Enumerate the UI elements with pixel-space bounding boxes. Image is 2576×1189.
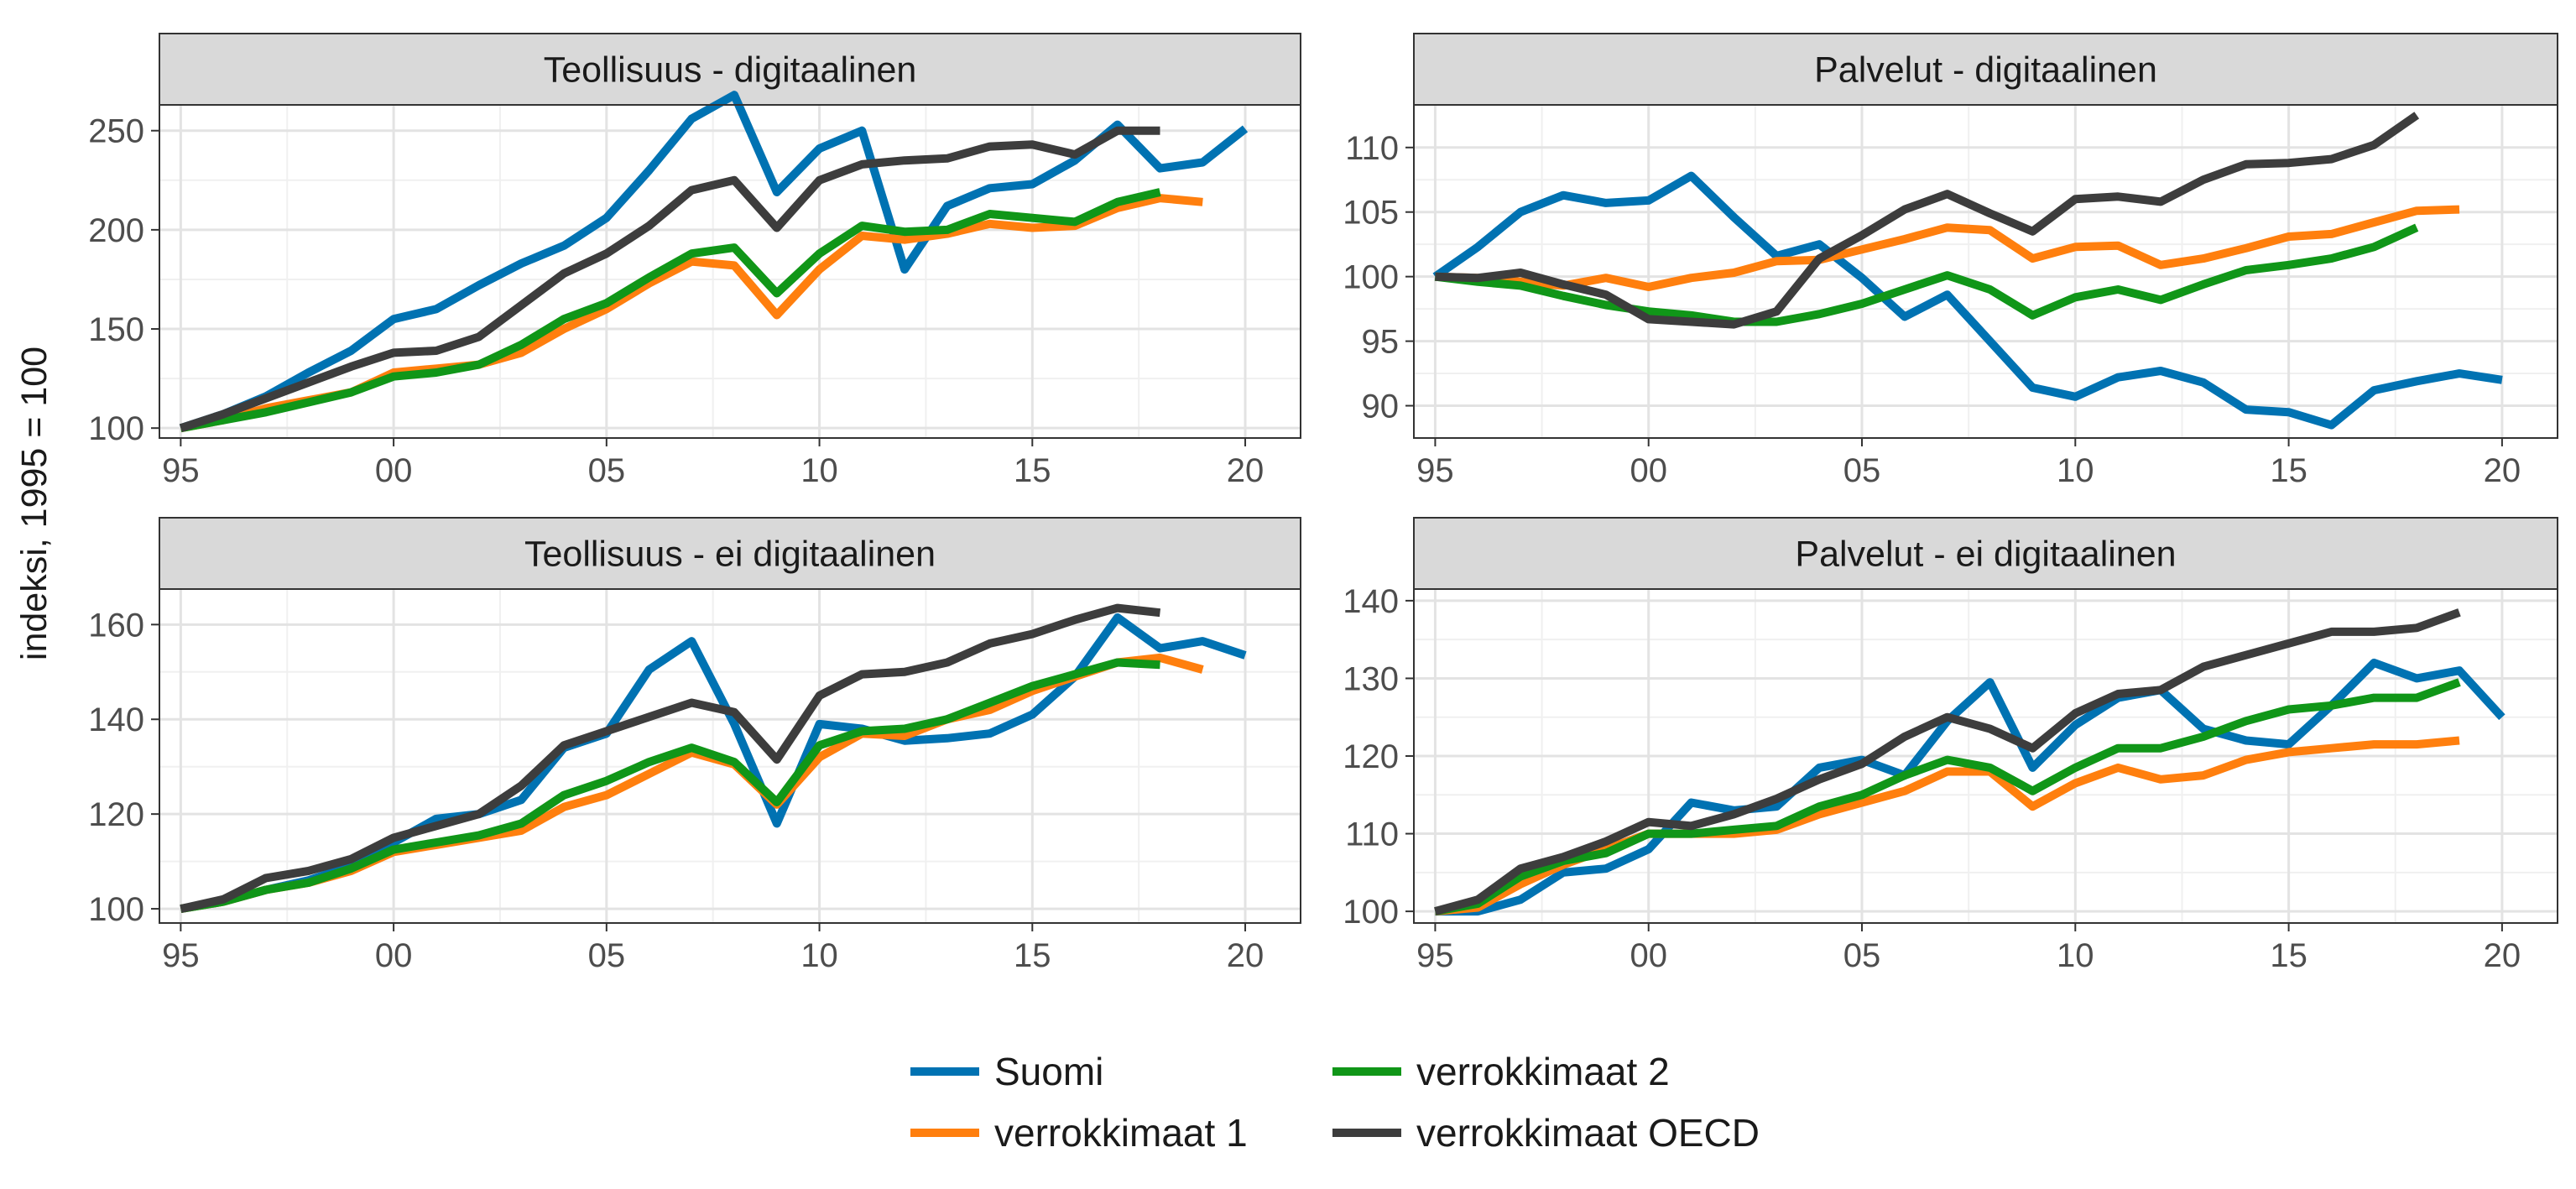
x-tick-label: 95	[1416, 452, 1454, 489]
y-tick-label: 105	[1343, 195, 1399, 232]
x-tick-label: 05	[1843, 452, 1881, 489]
x-tick-label: 15	[1014, 452, 1051, 489]
legend-item-verrokkimaat-1: verrokkimaat 1	[910, 1111, 1248, 1155]
panel-title: Palvelut - ei digitaalinen	[1795, 535, 2176, 575]
series-line-verrokkimaat-oecd	[179, 126, 1160, 432]
panel-title: Palvelut - digitaalinen	[1814, 50, 2157, 91]
panel-title: Teollisuus - ei digitaalinen	[524, 535, 936, 575]
series-line-verrokkimaat-2	[1434, 223, 2419, 326]
y-tick-label: 95	[1362, 324, 1400, 361]
panel-palvelut-ei-digitaalinen: Palvelut - ei digitaalinen 95 00 05 10 15 20 10…	[1343, 517, 2558, 974]
x-tick-label: 00	[1630, 452, 1667, 489]
series-line-verrokkimaat-2	[1434, 678, 2461, 916]
x-tick-label: 05	[588, 452, 626, 489]
y-tick-label: 140	[88, 701, 144, 738]
y-tick-label: 150	[88, 311, 144, 348]
y-tick-label: 120	[1343, 738, 1399, 775]
y-tick-label: 160	[88, 607, 144, 644]
legend-label: verrokkimaat 1	[994, 1111, 1248, 1155]
x-tick-label: 10	[800, 937, 838, 974]
legend-item-verrokkimaat-oecd: verrokkimaat OECD	[1332, 1111, 1760, 1155]
series-line-suomi	[1435, 658, 2506, 916]
x-tick-label: 95	[162, 452, 200, 489]
series-line-verrokkimaat-2	[180, 188, 1161, 433]
x-tick-label: 20	[2484, 937, 2521, 974]
panel-border	[1413, 588, 2558, 924]
y-tick-label: 110	[1345, 816, 1399, 853]
y-tick-label: 90	[1362, 389, 1400, 425]
series-line-suomi	[1432, 171, 2503, 430]
y-axis-title: indeksi, 1995 = 100	[14, 347, 55, 660]
panel-border	[1413, 104, 2558, 439]
x-tick-label: 20	[1227, 452, 1265, 489]
panel-border	[159, 588, 1301, 924]
series-line-verrokkimaat-oecd	[1434, 608, 2461, 915]
x-tick-label: 00	[1630, 937, 1667, 974]
x-tick-label: 95	[1416, 937, 1454, 974]
y-tick-label: 200	[88, 212, 144, 249]
series-line-verrokkimaat-oecd	[180, 603, 1161, 913]
legend-item-suomi: Suomi	[910, 1050, 1103, 1093]
legend-label: Suomi	[994, 1050, 1103, 1093]
series-line-verrokkimaat-oecd	[1435, 112, 2420, 329]
x-tick-label: 10	[2057, 452, 2094, 489]
panel-strip	[159, 517, 1301, 590]
panel-strip	[1413, 517, 2558, 590]
legend-item-verrokkimaat-2: verrokkimaat 2	[1332, 1050, 1670, 1093]
x-tick-label: 05	[588, 937, 626, 974]
y-tick-label: 130	[1343, 660, 1399, 697]
panel-border	[159, 104, 1301, 439]
x-tick-label: 15	[1014, 937, 1051, 974]
x-tick-label: 95	[162, 937, 200, 974]
series-line-verrokkimaat-1	[1435, 205, 2460, 291]
legend-label: verrokkimaat OECD	[1416, 1111, 1760, 1155]
x-tick-label: 10	[800, 452, 838, 489]
x-tick-label: 20	[1227, 937, 1265, 974]
x-tick-label: 00	[375, 937, 413, 974]
y-tick-label: 100	[88, 410, 144, 447]
x-tick-label: 15	[2270, 937, 2307, 974]
panel-teollisuus-digitaalinen: Teollisuus - digitaalinen 95 00 05 10 15 20 100…	[88, 33, 1301, 489]
panel-palvelut-digitaalinen: Palvelut - digitaalinen 95 00 05 10 15 20 90 95 1…	[1343, 33, 2558, 489]
x-tick-label: 05	[1843, 937, 1881, 974]
y-tick-label: 140	[1343, 583, 1399, 620]
panel-teollisuus-ei-digitaalinen: Teollisuus - ei digitaalinen 95 00 05 10 15 20…	[88, 517, 1301, 974]
x-tick-label: 15	[2270, 452, 2307, 489]
y-tick-label: 100	[88, 891, 144, 928]
x-tick-label: 20	[2484, 452, 2521, 489]
y-tick-label: 120	[88, 796, 144, 833]
series-line-suomi	[179, 91, 1249, 432]
legend-label: verrokkimaat 2	[1416, 1050, 1670, 1093]
y-tick-label: 100	[1343, 894, 1399, 931]
x-tick-label: 00	[375, 452, 413, 489]
y-tick-label: 110	[1345, 130, 1399, 167]
y-tick-label: 100	[1343, 259, 1399, 296]
y-tick-label: 250	[88, 113, 144, 150]
legend: Suomi verrokkimaat 1 verrokkimaat 2 verrokk…	[910, 1050, 1760, 1155]
series-line-verrokkimaat-2	[180, 658, 1160, 914]
panel-strip	[1413, 33, 2558, 106]
x-tick-label: 10	[2057, 937, 2094, 974]
panel-title: Teollisuus - digitaalinen	[544, 50, 917, 91]
